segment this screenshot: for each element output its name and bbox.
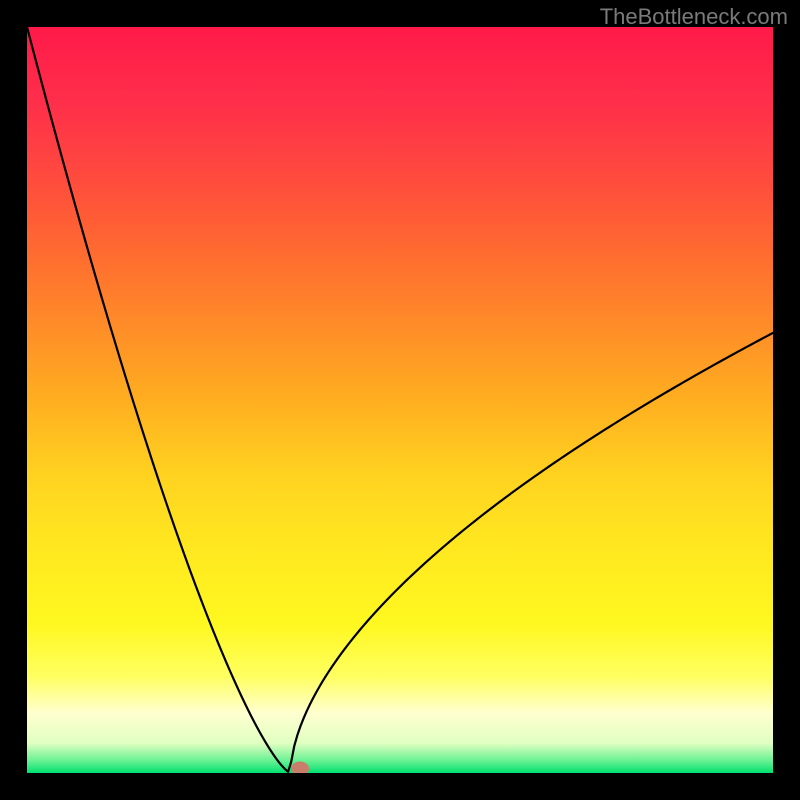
bottleneck-chart: TheBottleneck.com xyxy=(0,0,800,800)
watermark-text: TheBottleneck.com xyxy=(600,4,788,30)
plot-area xyxy=(27,27,773,773)
gradient-background xyxy=(27,27,773,773)
